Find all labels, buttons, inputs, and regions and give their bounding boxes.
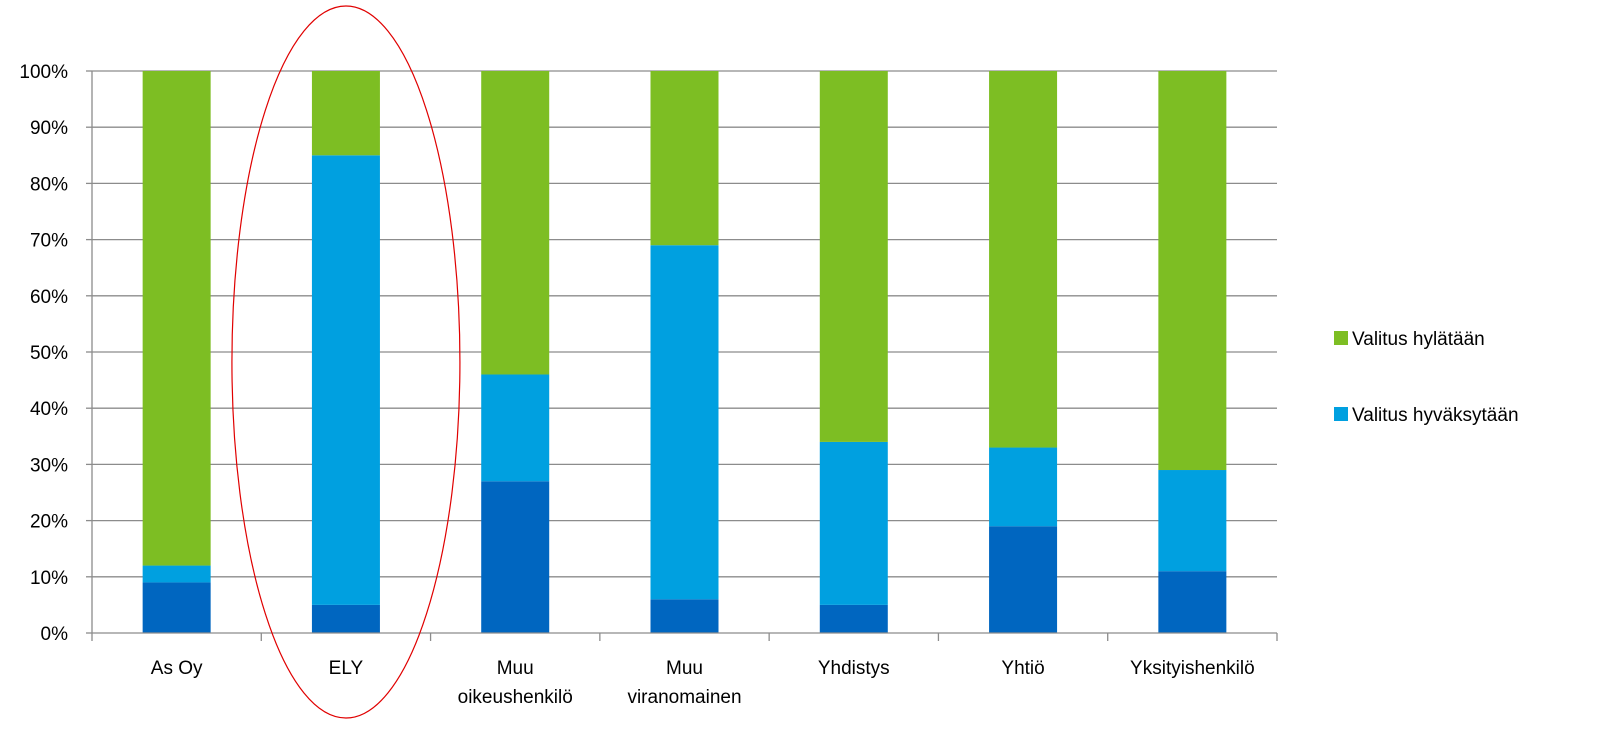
bar-segment — [819, 71, 888, 442]
y-tick-label: 30% — [30, 455, 68, 476]
x-tick-label: Yksityishenkilö — [1130, 658, 1255, 679]
y-tick-labels: 0% 10% 20% 30% 40% 50% 60% 70% 80% 90% 100% — [19, 62, 68, 645]
bar-segment — [481, 481, 550, 633]
bar-segment — [142, 582, 211, 633]
bar-segment — [650, 71, 719, 246]
legend-label: Valitus hyväksytään — [1352, 405, 1519, 426]
legend-swatch — [1334, 407, 1348, 421]
x-tick-label: Yhtiö — [1001, 658, 1044, 679]
bar-segment — [142, 565, 211, 583]
highlight-ellipse — [231, 5, 461, 719]
annotation — [231, 5, 461, 719]
y-tick-label: 90% — [30, 118, 68, 139]
bar-segment — [1158, 470, 1227, 572]
y-tick-label: 50% — [30, 343, 68, 364]
bar-segment — [311, 155, 380, 605]
bar-segment — [1158, 71, 1227, 471]
legend-swatch — [1334, 331, 1348, 345]
bar-segment — [819, 604, 888, 633]
bar-segment — [481, 71, 550, 375]
y-tick-label: 60% — [30, 287, 68, 308]
y-tick-label: 80% — [30, 174, 68, 195]
bar-segment — [142, 71, 211, 566]
y-tick-label: 70% — [30, 231, 68, 252]
x-tick-label: ELY — [329, 658, 364, 679]
bar-segment — [481, 374, 550, 482]
bar-segment — [819, 441, 888, 605]
bar-segment — [989, 71, 1058, 448]
x-tick-label: Muu oikeushenkilö — [458, 658, 573, 708]
y-tick-label: 100% — [19, 62, 68, 83]
legend: Valitus hylätään Valitus hyväksytään — [1334, 329, 1519, 426]
bar-segment — [989, 447, 1058, 527]
bar-segment — [650, 245, 719, 600]
y-tick-label: 10% — [30, 568, 68, 589]
bar-segment — [311, 71, 380, 156]
x-tick-labels: As Oy ELY Muu oikeushenkilö Muu viranomainen Y… — [151, 658, 1255, 708]
bar-segment — [989, 526, 1058, 633]
bar-segment — [311, 604, 380, 633]
bar-segment — [1158, 571, 1227, 633]
x-tick-label: Yhdistys — [818, 658, 890, 679]
x-tick-label: As Oy — [151, 658, 203, 679]
legend-label: Valitus hylätään — [1352, 329, 1485, 350]
y-tick-label: 20% — [30, 512, 68, 533]
bars — [142, 71, 1227, 633]
y-tick-label: 0% — [41, 624, 69, 645]
axes — [86, 70, 1278, 641]
y-tick-label: 40% — [30, 399, 68, 420]
x-tick-label: Muu viranomainen — [627, 658, 741, 708]
bar-segment — [650, 599, 719, 633]
